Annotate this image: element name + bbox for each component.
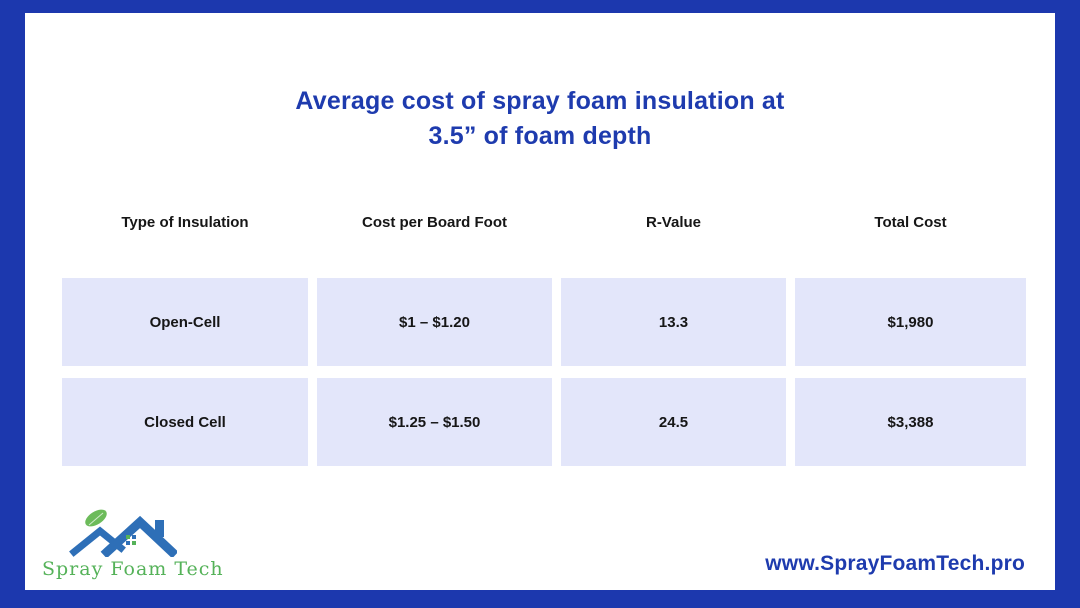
column-header-total-cost: Total Cost xyxy=(874,213,947,231)
table-cell-open-cell-type: Open-Cell xyxy=(62,278,308,366)
content-canvas: Average cost of spray foam insulation at… xyxy=(25,13,1055,590)
table-cell-closed-cell-cost: $1.25 – $1.50 xyxy=(317,378,552,466)
website-url: www.SprayFoamTech.pro xyxy=(765,552,1025,575)
table-cell-open-cell-total: $1,980 xyxy=(795,278,1026,366)
table-cell-open-cell-rvalue: 13.3 xyxy=(561,278,786,366)
table-body: Open-Cell $1 – $1.20 13.3 $1,980 Closed … xyxy=(62,278,1026,466)
brand-name: Spray Foam Tech xyxy=(42,558,224,580)
house-roof-leaf-icon xyxy=(69,509,177,557)
table-header-row: Type of Insulation Cost per Board Foot R… xyxy=(62,207,1026,237)
column-header-r-value: R-Value xyxy=(645,213,702,231)
page-title: Average cost of spray foam insulation at… xyxy=(25,84,1055,154)
title-line-2: 3.5” of foam depth xyxy=(428,122,652,150)
brand-logo: Spray Foam Tech xyxy=(42,505,224,580)
table-cell-closed-cell-rvalue: 24.5 xyxy=(561,378,786,466)
table-cell-closed-cell-type: Closed Cell xyxy=(62,378,308,466)
column-header-cost-per-board-foot: Cost per Board Foot xyxy=(362,213,507,231)
title-line-1: Average cost of spray foam insulation at xyxy=(295,87,785,115)
table-cell-closed-cell-total: $3,388 xyxy=(795,378,1026,466)
column-header-type: Type of Insulation xyxy=(121,213,249,231)
table-cell-open-cell-cost: $1 – $1.20 xyxy=(317,278,552,366)
